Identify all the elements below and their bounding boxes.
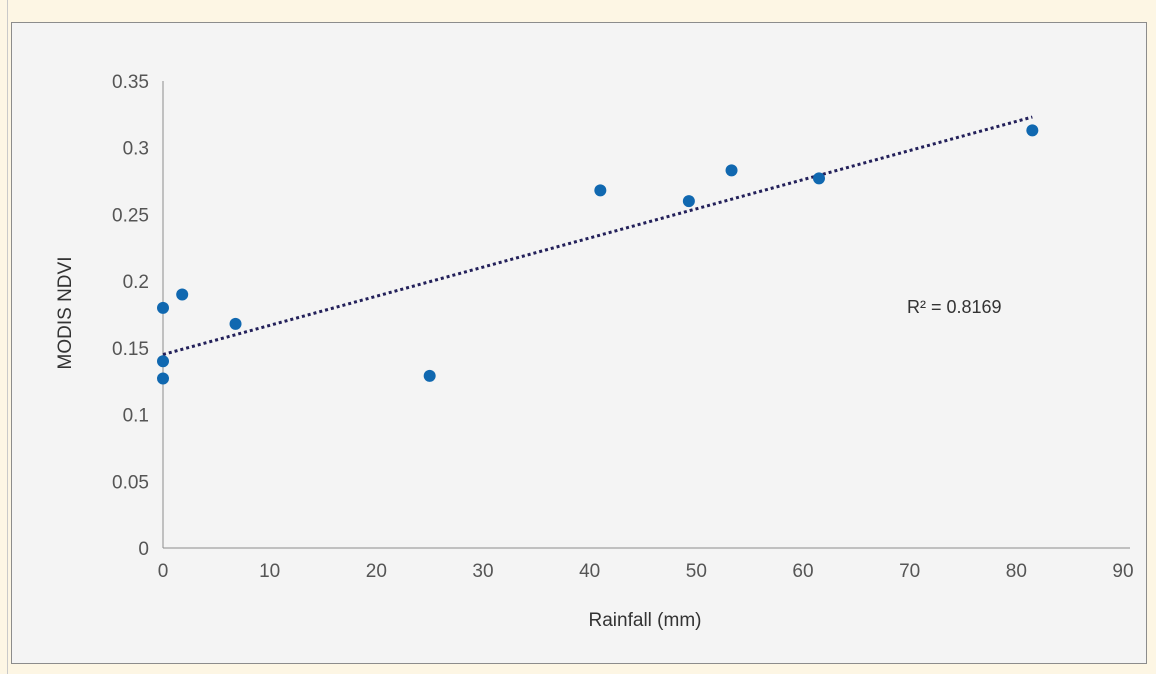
x-tick-label: 50 xyxy=(686,561,707,582)
data-point xyxy=(423,369,436,382)
data-points xyxy=(157,124,1039,385)
y-axis-title: MODIS NDVI xyxy=(55,257,76,370)
chart-panel xyxy=(11,22,1147,664)
x-axis-title: Rainfall (mm) xyxy=(589,610,702,631)
y-tick-label: 0.1 xyxy=(123,406,149,427)
x-tick-labels: 0 10 20 30 40 50 60 70 80 90 xyxy=(158,561,1134,582)
y-tick-labels: 0 0.05 0.1 0.15 0.2 0.25 0.3 0.35 xyxy=(112,72,149,560)
x-tick-label: 70 xyxy=(899,561,920,582)
data-point xyxy=(594,184,607,197)
data-point xyxy=(157,301,169,314)
x-tick-label: 60 xyxy=(792,561,813,582)
x-tick-label: 80 xyxy=(1006,561,1027,582)
data-point xyxy=(229,317,242,330)
data-point xyxy=(176,288,189,301)
y-tick-label: 0.3 xyxy=(123,139,149,160)
axes xyxy=(162,81,1130,549)
y-tick-label: 0.2 xyxy=(123,272,149,293)
x-tick-label: 90 xyxy=(1112,561,1133,582)
data-point xyxy=(682,195,695,208)
data-point xyxy=(813,172,825,185)
x-tick-label: 30 xyxy=(472,561,493,582)
x-tick-label: 10 xyxy=(259,561,280,582)
x-tick-label: 20 xyxy=(366,561,387,582)
y-tick-label: 0.35 xyxy=(112,72,149,93)
data-point xyxy=(725,164,738,177)
trendline xyxy=(162,115,1033,356)
data-point xyxy=(157,372,169,385)
x-tick-label: 40 xyxy=(579,561,600,582)
x-tick-label: 0 xyxy=(158,561,169,582)
y-tick-label: 0.25 xyxy=(112,205,149,226)
r-squared-annotation: R² = 0.8169 xyxy=(907,297,1002,317)
figure-frame xyxy=(7,0,1155,674)
y-tick-label: 0.15 xyxy=(112,339,149,360)
y-tick-label: 0 xyxy=(138,539,149,560)
y-tick-label: 0.05 xyxy=(112,472,149,493)
data-point xyxy=(157,355,169,368)
data-point xyxy=(1026,124,1039,137)
